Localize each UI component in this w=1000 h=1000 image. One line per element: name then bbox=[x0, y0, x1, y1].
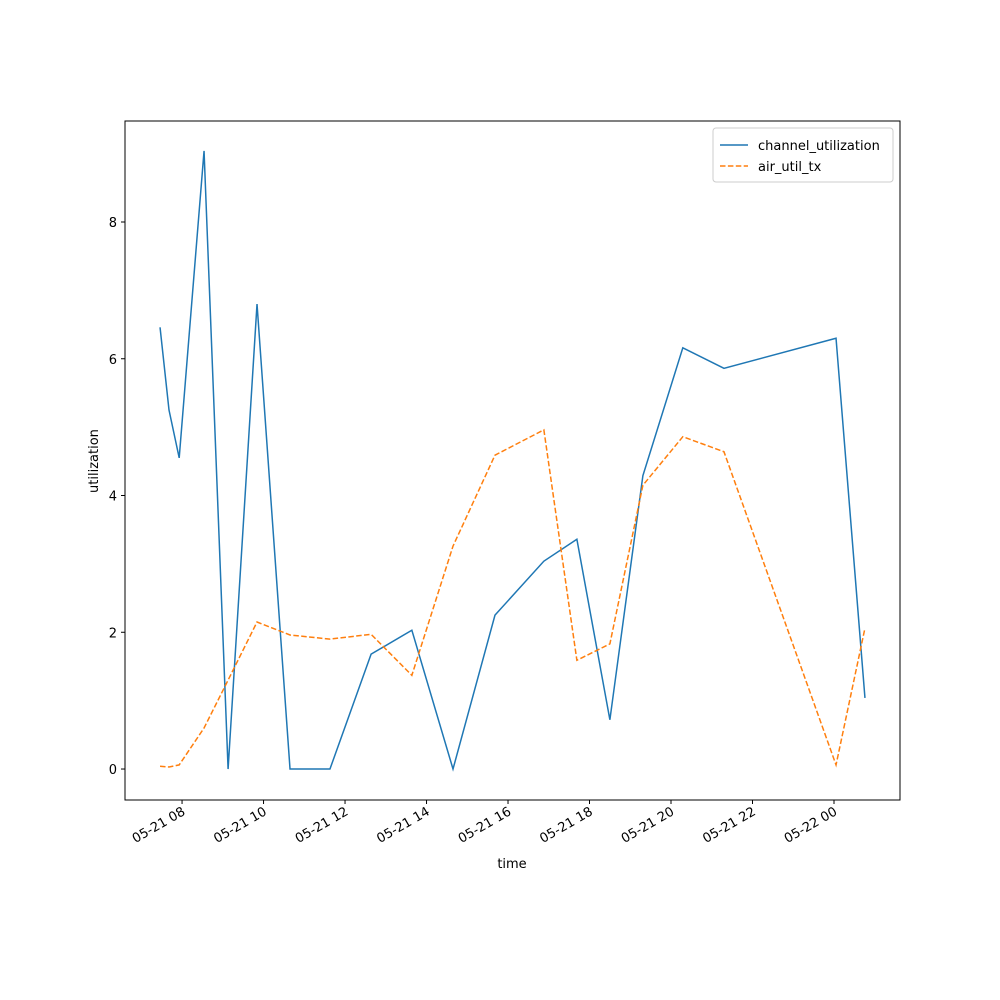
axes-frame bbox=[124, 120, 901, 801]
y-tick-label: 4 bbox=[109, 490, 117, 505]
y-tick-label: 6 bbox=[109, 353, 117, 368]
legend-label: air_util_tx bbox=[758, 160, 822, 175]
legend-box bbox=[712, 127, 894, 183]
legend-label: channel_utilization bbox=[758, 139, 880, 154]
y-tick-label: 8 bbox=[109, 216, 117, 231]
series-line bbox=[159, 150, 866, 772]
y-tick-label: 0 bbox=[109, 763, 117, 778]
x-axis-label: time bbox=[497, 857, 526, 872]
y-axis-label: utilization bbox=[87, 429, 102, 493]
y-tick-label: 2 bbox=[109, 626, 117, 641]
series-line bbox=[159, 428, 866, 768]
